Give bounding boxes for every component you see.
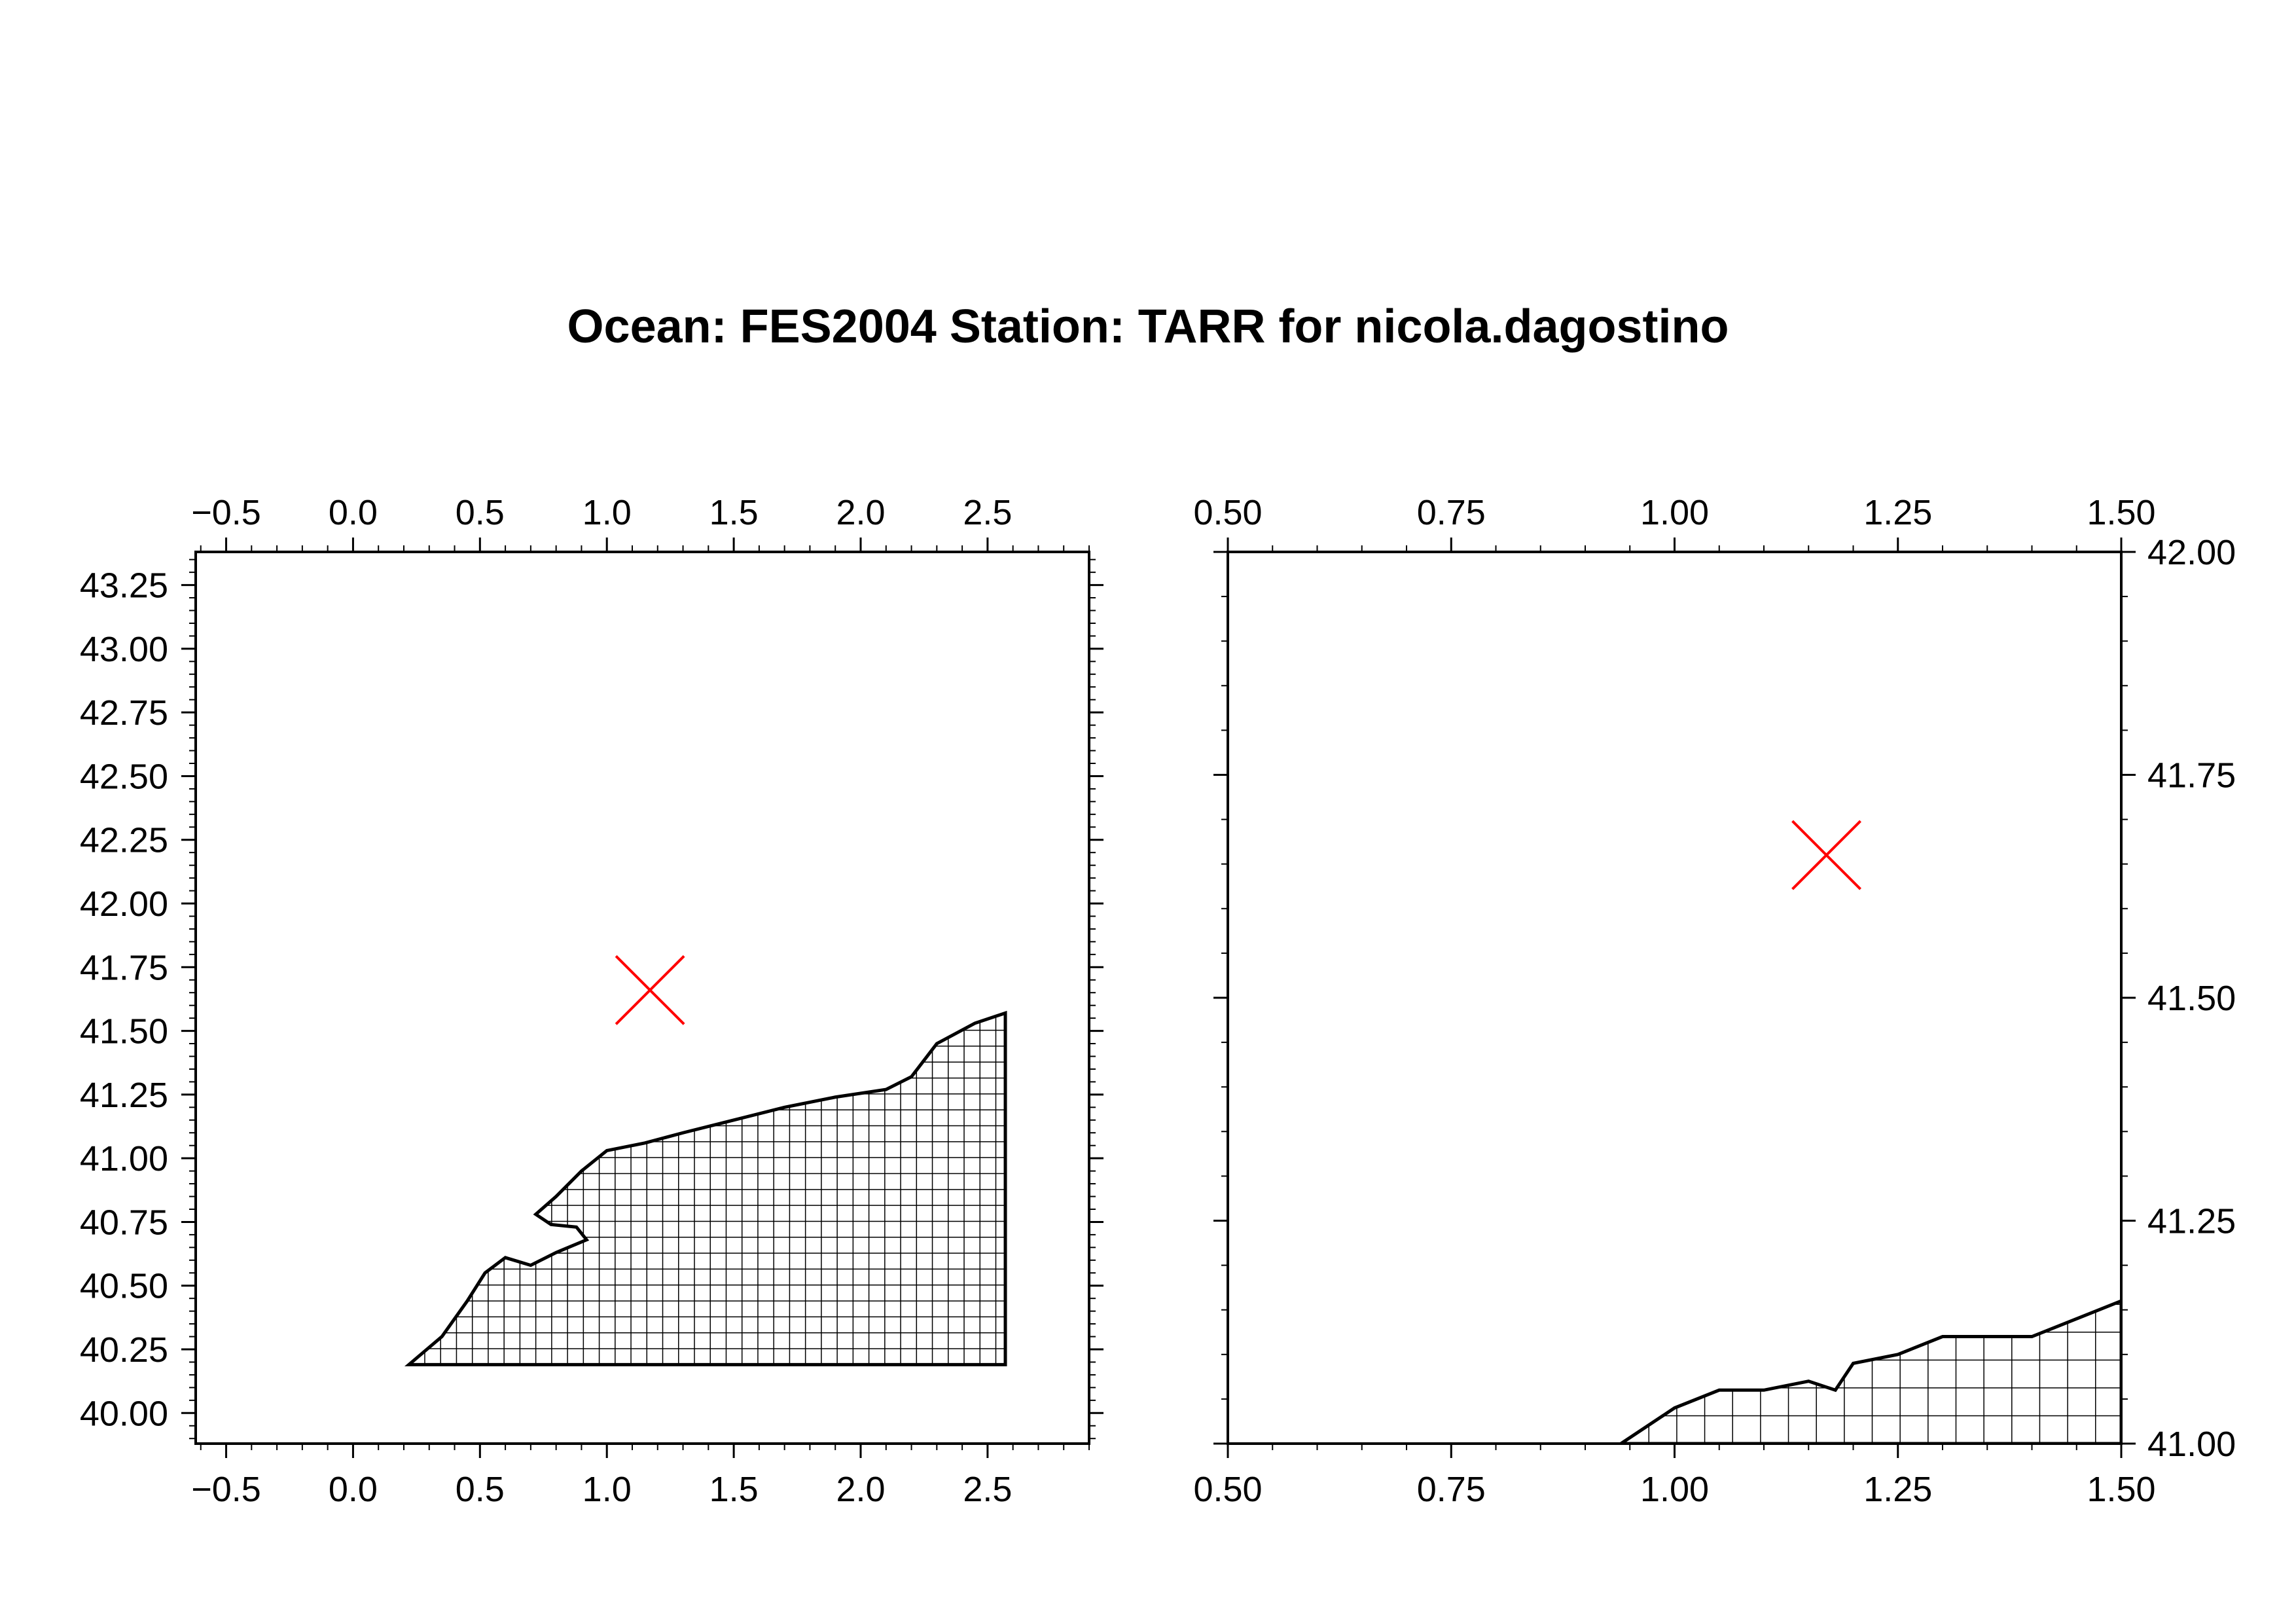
mesh-cells: [1621, 1301, 2121, 1444]
x-tick-label-bottom: 0.5: [456, 1470, 505, 1509]
y-tick-label-left: 40.75: [80, 1203, 168, 1242]
y-tick-label-left: 40.25: [80, 1330, 168, 1370]
station-marker: [615, 955, 685, 1025]
mesh-cells: [408, 1013, 1006, 1365]
x-tick-label-top: 1.25: [1863, 493, 1932, 532]
station-marker: [1791, 820, 1861, 890]
y-tick-label-left: 43.25: [80, 566, 168, 606]
x-tick-label-bottom: 1.5: [709, 1470, 759, 1509]
y-tick-label-left: 42.75: [80, 693, 168, 733]
x-tick-label-bottom: 2.5: [963, 1470, 1012, 1509]
map-frame: [1227, 551, 2123, 1445]
y-tick-label-left: 42.25: [80, 821, 168, 860]
tide-mesh: [1618, 1299, 2121, 1444]
x-tick-label-bottom: 1.00: [1640, 1470, 1709, 1509]
x-tick-label-bottom: 0.0: [329, 1470, 378, 1509]
y-tick-label-left: 41.75: [80, 948, 168, 987]
x-tick-label-top: 1.0: [583, 493, 632, 532]
y-tick-label-right: 41.50: [2147, 979, 2236, 1018]
y-tick-label-left: 42.00: [80, 884, 168, 924]
x-tick-label-top: 2.5: [963, 493, 1012, 532]
tide-mesh: [404, 1010, 1007, 1366]
y-tick-label-right: 41.00: [2147, 1425, 2236, 1464]
y-tick-label-right: 41.75: [2147, 756, 2236, 795]
y-tick-label-left: 40.50: [80, 1267, 168, 1306]
x-tick-label-bottom: 1.25: [1863, 1470, 1932, 1509]
coastline: [404, 1010, 1007, 1366]
y-tick-label-left: 42.50: [80, 757, 168, 796]
x-tick-label-bottom: 2.0: [836, 1470, 885, 1509]
x-tick-label-top: 1.5: [709, 493, 759, 532]
page-title: Ocean: FES2004 Station: TARR for nicola.…: [567, 301, 1729, 353]
y-tick-label-right: 41.25: [2147, 1202, 2236, 1241]
y-tick-label-left: 41.25: [80, 1076, 168, 1115]
y-tick-label-left: 43.00: [80, 630, 168, 669]
overview-map-panel: −0.5 −0.5 0.0 0.0 0.5 0.5 1.0 1.0 1.5 1.5 2.0 2.0 2.…: [80, 493, 1103, 1509]
x-tick-label-top: 1.50: [2087, 493, 2155, 532]
y-tick-label-left: 41.50: [80, 1012, 168, 1051]
minor-ticks: [1221, 545, 2128, 1450]
x-tick-label-top: 1.00: [1640, 493, 1709, 532]
y-tick-label-left: 40.00: [80, 1394, 168, 1433]
x-tick-label-top: 0.0: [329, 493, 378, 532]
x-tick-label-top: −0.5: [191, 493, 261, 532]
zoom-map-panel: 0.50 0.50 0.75 0.75 1.00 1.00 1.25 1.25 1.50 1.50…: [1193, 493, 2236, 1509]
x-tick-label-bottom: 0.75: [1417, 1470, 1486, 1509]
x-tick-label-top: 0.5: [456, 493, 505, 532]
y-tick-label-right: 42.00: [2147, 533, 2236, 572]
x-tick-label-bottom: 0.50: [1193, 1470, 1262, 1509]
x-tick-label-bottom: 1.0: [583, 1470, 632, 1509]
x-tick-label-bottom: 1.50: [2087, 1470, 2155, 1509]
map-frame: [194, 551, 1090, 1445]
x-tick-label-top: 2.0: [836, 493, 885, 532]
x-tick-label-bottom: −0.5: [191, 1470, 261, 1509]
coastline: [1618, 1299, 2121, 1444]
x-tick-label-top: 0.75: [1417, 493, 1486, 532]
x-tick-label-top: 0.50: [1193, 493, 1262, 532]
y-tick-label-left: 41.00: [80, 1139, 168, 1178]
